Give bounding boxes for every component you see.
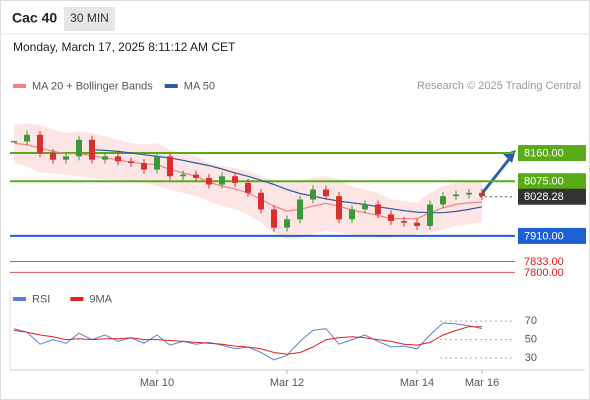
candle <box>362 204 368 210</box>
x-tick-label: Mar 12 <box>270 377 304 389</box>
candle <box>180 174 186 177</box>
indicator-line <box>13 322 483 361</box>
timeframe-box[interactable] <box>64 7 115 31</box>
candle <box>89 139 95 160</box>
candle <box>349 209 355 220</box>
level-label-box <box>518 145 586 162</box>
legend-label: MA 50 <box>184 80 215 92</box>
timeframe[interactable]: 30 MIN <box>70 11 109 25</box>
candle <box>11 140 17 143</box>
candle <box>76 139 82 157</box>
level-label: 7910.00 <box>524 230 564 242</box>
level-label: 7800.00 <box>524 267 564 279</box>
legend-label: 9MA <box>89 293 112 305</box>
candle <box>401 221 407 223</box>
candle <box>206 177 212 185</box>
legend-label: RSI <box>32 293 50 305</box>
candle <box>24 134 30 142</box>
indicator-line <box>13 326 482 355</box>
candle <box>310 189 316 200</box>
candle <box>284 219 290 228</box>
candle <box>63 156 69 160</box>
candle <box>427 204 433 226</box>
legend-swatch <box>13 84 26 88</box>
y-tick-label: 30 <box>525 352 537 364</box>
candle <box>154 156 160 170</box>
candle <box>141 162 147 170</box>
candle <box>193 174 199 178</box>
level-label: 8160.00 <box>524 147 564 159</box>
legend-label: MA 20 + Bollinger Bands <box>32 80 153 92</box>
x-tick-label: Mar 16 <box>465 377 499 389</box>
candle <box>336 196 342 220</box>
x-tick-label: Mar 14 <box>400 377 434 389</box>
forecast-arrow <box>478 157 512 197</box>
title: Cac 40 <box>12 10 57 26</box>
legend-swatch <box>164 84 178 88</box>
last-price-label: 8028.28 <box>524 191 564 203</box>
candle <box>388 214 394 222</box>
candle <box>115 156 121 162</box>
candle <box>167 156 173 177</box>
candle <box>297 199 303 220</box>
candle <box>102 156 108 160</box>
candle <box>466 192 472 195</box>
candle <box>232 176 238 183</box>
level-label-box <box>518 173 586 190</box>
candle <box>323 189 329 197</box>
level-label: 8075.00 <box>524 176 564 188</box>
candle <box>128 161 134 163</box>
candle <box>245 182 251 193</box>
y-tick-label: 70 <box>525 315 537 327</box>
candle <box>440 196 446 205</box>
candle <box>453 194 459 197</box>
candle <box>219 176 225 185</box>
candle <box>50 153 56 160</box>
last-price-box <box>518 188 586 205</box>
legend-swatch <box>13 297 26 301</box>
candle <box>375 204 381 215</box>
copyright: Research © 2025 Trading Central <box>417 80 581 92</box>
candle <box>271 209 277 228</box>
y-tick-label: 50 <box>525 334 537 346</box>
level-label: 7833.00 <box>524 256 564 268</box>
datetime: Monday, March 17, 2025 8:11:12 AM CET <box>13 40 236 54</box>
x-tick-label: Mar 10 <box>140 377 174 389</box>
legend-swatch <box>70 297 84 301</box>
candle <box>258 192 264 210</box>
level-label-box <box>518 227 586 244</box>
candle <box>479 192 485 197</box>
candle <box>414 222 420 226</box>
candle <box>37 134 43 154</box>
